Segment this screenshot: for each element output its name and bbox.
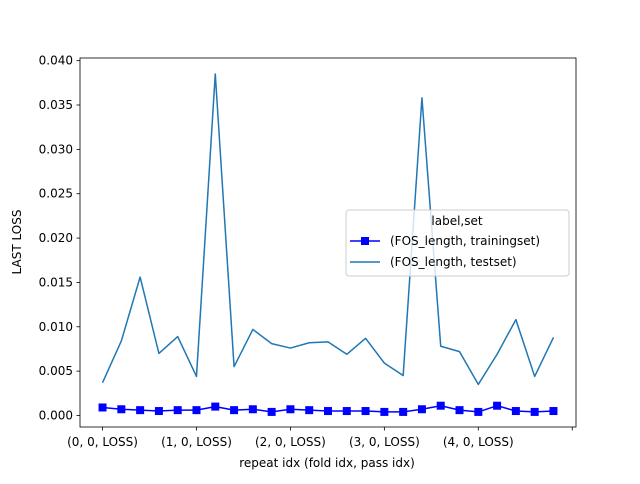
y-axis-ticks: 0.000 0.005 0.010 0.015 0.020 0.025 0.030 0.035… <box>39 54 80 422</box>
data-point-trainingset <box>117 405 126 414</box>
x-tick-label: (3, 0, LOSS) <box>349 435 420 449</box>
data-point-trainingset <box>98 403 107 412</box>
data-point-trainingset <box>361 407 370 416</box>
legend: label,set (FOS_length, trainingset) (FOS… <box>345 209 570 277</box>
legend-marker-trainingset <box>361 237 369 245</box>
x-tick-label: (1, 0, LOSS) <box>161 435 232 449</box>
data-point-trainingset <box>474 407 483 416</box>
plot-area-frame <box>79 57 577 428</box>
data-point-trainingset <box>549 407 558 416</box>
data-point-trainingset <box>342 407 351 416</box>
legend-label-trainingset: (FOS_length, trainingset) <box>390 234 540 248</box>
y-tick-label: 0.005 <box>39 364 73 378</box>
series-line-testset <box>101 73 555 386</box>
data-point-trainingset <box>455 406 464 415</box>
legend-box <box>345 209 570 277</box>
data-point-trainingset <box>324 407 332 416</box>
y-tick-label: 0.030 <box>39 142 73 156</box>
data-point-trainingset <box>286 405 295 414</box>
y-tick-label: 0.035 <box>39 98 73 112</box>
data-point-trainingset <box>211 402 220 411</box>
legend-title: label,set <box>431 214 482 228</box>
y-tick-label: 0.040 <box>39 54 73 68</box>
data-point-trainingset <box>267 407 276 416</box>
data-point-trainingset <box>136 406 145 415</box>
x-tick-label: (2, 0, LOSS) <box>255 435 326 449</box>
data-point-trainingset <box>417 405 426 414</box>
y-tick-label: 0.010 <box>39 320 73 334</box>
data-point-trainingset <box>154 407 163 416</box>
data-point-trainingset <box>530 407 539 416</box>
x-axis-label: repeat idx (fold idx, pass idx) <box>239 456 415 470</box>
y-tick-label: 0.025 <box>39 187 73 201</box>
data-point-trainingset <box>230 406 239 415</box>
data-point-trainingset <box>399 407 408 416</box>
y-tick-label: 0.000 <box>39 408 73 422</box>
x-tick-label: (4, 0, LOSS) <box>443 435 514 449</box>
data-point-trainingset <box>380 407 389 416</box>
y-axis-label: LAST LOSS <box>10 210 24 275</box>
data-point-trainingset <box>173 406 182 415</box>
data-point-trainingset <box>248 405 257 414</box>
series-layer <box>98 73 558 416</box>
legend-label-testset: (FOS_length, testset) <box>390 255 517 269</box>
x-tick-label: (0, 0, LOSS) <box>67 435 138 449</box>
y-tick-label: 0.020 <box>39 231 73 245</box>
x-axis-ticks: (0, 0, LOSS) (1, 0, LOSS) (2, 0, LOSS) (3, … <box>67 427 573 449</box>
y-tick-label: 0.015 <box>39 275 73 289</box>
data-point-trainingset <box>511 407 520 416</box>
data-point-trainingset <box>493 401 502 410</box>
data-point-trainingset <box>436 401 445 410</box>
data-point-trainingset <box>192 406 201 415</box>
data-point-trainingset <box>305 406 314 415</box>
